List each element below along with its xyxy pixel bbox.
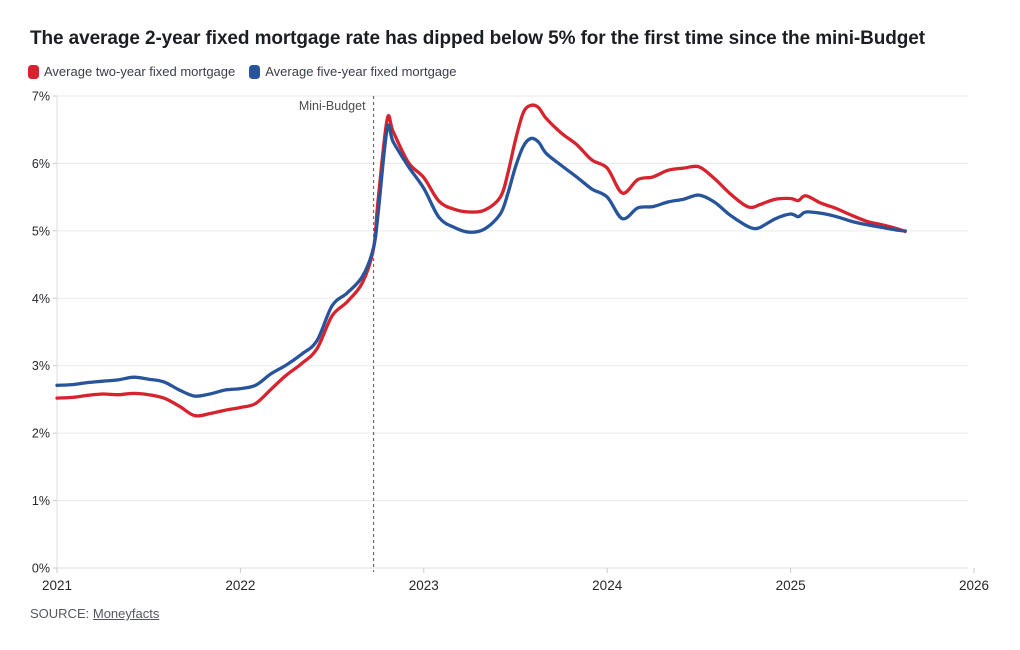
x-axis-labels: 2021 2022 2023 2024 2025 2026 [42, 568, 989, 593]
chart-legend: Average two-year fixed mortgage Average … [28, 64, 457, 79]
svg-text:2026: 2026 [959, 578, 989, 593]
five-year-rate-line [55, 123, 907, 398]
svg-text:2024: 2024 [592, 578, 623, 593]
two-year-swatch-icon [28, 64, 39, 79]
svg-text:2%: 2% [32, 427, 50, 441]
source-line: SOURCE: Moneyfacts [30, 606, 159, 621]
gridlines [53, 95, 968, 569]
two-year-rate-line [55, 103, 907, 418]
svg-text:2023: 2023 [409, 578, 439, 593]
legend-item-five-year: Average five-year fixed mortgage [249, 64, 457, 79]
source-link[interactable]: Moneyfacts [92, 606, 160, 621]
svg-text:1%: 1% [32, 494, 50, 508]
mini-budget-label: Mini-Budget [299, 99, 366, 113]
y-axis-labels: 0% 1% 2% 3% 4% 5% 6% 7% [32, 90, 50, 576]
svg-text:6%: 6% [32, 157, 50, 171]
legend-item-two-year: Average two-year fixed mortgage [28, 64, 235, 79]
five-year-swatch-icon [249, 64, 261, 79]
legend-label-five-year: Average five-year fixed mortgage [265, 64, 457, 79]
svg-text:2021: 2021 [42, 578, 72, 593]
svg-text:0%: 0% [32, 562, 50, 576]
svg-text:5%: 5% [32, 224, 50, 238]
svg-text:3%: 3% [32, 359, 50, 373]
svg-text:2022: 2022 [225, 578, 255, 593]
svg-text:7%: 7% [32, 90, 50, 104]
svg-text:4%: 4% [32, 292, 50, 306]
legend-label-two-year: Average two-year fixed mortgage [44, 64, 236, 79]
svg-text:2025: 2025 [776, 578, 806, 593]
source-prefix: SOURCE: [30, 606, 90, 621]
chart-title: The average 2-year fixed mortgage rate h… [30, 28, 925, 49]
